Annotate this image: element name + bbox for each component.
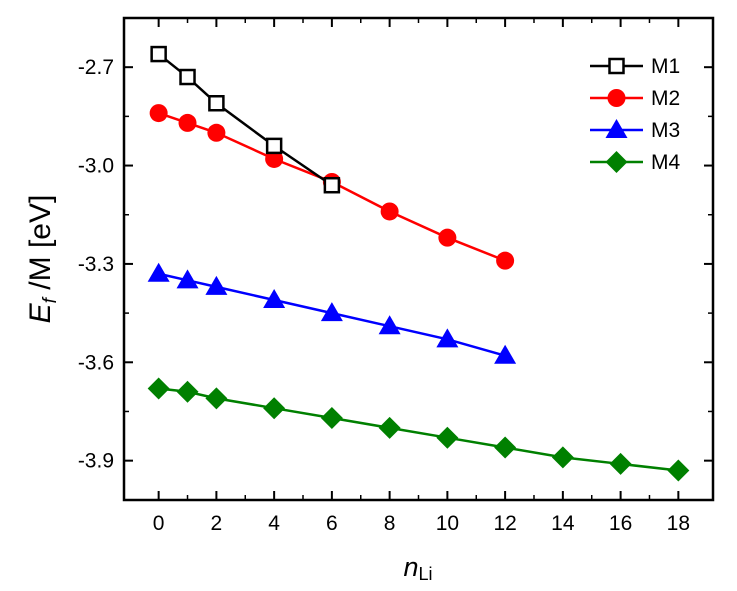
x-tick-label: 0 [153, 512, 165, 535]
data-point-m3 [205, 275, 228, 295]
legend-marker [608, 57, 625, 75]
legend-marker [605, 119, 628, 138]
x-tick-label: 4 [268, 512, 280, 535]
data-point-m4 [609, 452, 632, 475]
x-tick-label: 8 [384, 512, 396, 535]
plot-frame [122, 16, 715, 502]
data-point-m2 [380, 202, 399, 221]
x-tick-label: 16 [609, 512, 632, 535]
data-point-m2 [149, 104, 168, 123]
x-axis-title: nLi [403, 552, 432, 584]
data-point-m4 [378, 416, 401, 439]
data-point-m4 [667, 459, 690, 482]
x-tick-label: 18 [667, 512, 690, 535]
y-tick-label: -3.9 [78, 450, 114, 473]
data-point-m4 [551, 446, 574, 469]
data-point-m3 [176, 269, 199, 289]
series-layer [147, 45, 690, 482]
data-point-m1 [179, 68, 196, 86]
legend-marker [607, 89, 626, 107]
data-point-m3 [436, 328, 459, 348]
data-point-m4 [494, 436, 517, 459]
x-tick-label: 6 [326, 512, 338, 535]
data-point-m1 [265, 137, 283, 155]
data-point-m1 [150, 45, 167, 63]
y-axis-title-e: E [24, 302, 57, 323]
y-tick-labels: -2.7 -3.0 -3.3 -3.6 -3.9 [78, 56, 114, 472]
data-point-m4 [205, 387, 228, 410]
axis-ticks [124, 18, 713, 500]
data-point-m1 [208, 95, 225, 112]
legend-label: M3 [651, 119, 680, 142]
legend-label: M2 [651, 87, 680, 110]
data-point-m3 [494, 344, 517, 364]
data-point-m4 [320, 407, 343, 430]
data-point-m3 [147, 262, 170, 282]
data-point-m3 [263, 288, 286, 308]
x-tick-label: 12 [493, 512, 516, 535]
data-point-m4 [263, 397, 286, 420]
y-tick-label: -3.0 [78, 155, 114, 178]
data-point-m2 [265, 149, 284, 168]
legend: M1 M2 M3 M4 [590, 55, 680, 174]
x-tick-label: 14 [551, 512, 575, 535]
x-axis-title-sub: Li [419, 564, 433, 584]
series-m1 [150, 45, 341, 194]
legend-marker [605, 151, 628, 173]
y-tick-label: -2.7 [78, 56, 114, 79]
series-m3 [147, 262, 517, 364]
y-axis-title-sub: f [40, 296, 61, 303]
y-tick-label: -3.6 [78, 351, 114, 374]
x-tick-label: 2 [211, 512, 223, 535]
series-m4 [147, 377, 690, 482]
x-tick-labels: 0 2 4 6 8 10 12 14 16 18 [153, 512, 690, 535]
legend-label: M4 [651, 151, 680, 174]
legend-label: M1 [651, 55, 680, 78]
data-point-m3 [320, 302, 343, 322]
data-point-m4 [176, 380, 199, 403]
y-axis-title-rest: /M [eV] [24, 195, 57, 298]
x-tick-label: 10 [436, 512, 459, 535]
data-point-m2 [438, 228, 457, 247]
data-point-m1 [323, 176, 341, 194]
data-point-m2 [207, 123, 226, 142]
data-point-m2 [178, 113, 197, 132]
x-axis-title-main: n [403, 552, 418, 582]
y-tick-label: -3.3 [78, 253, 114, 276]
data-point-m4 [436, 426, 459, 449]
data-point-m2 [496, 251, 515, 270]
data-point-m3 [378, 315, 401, 335]
y-axis-title: Ef /M [eV] [24, 195, 61, 324]
series-line-m4 [158, 387, 679, 472]
data-point-m4 [147, 377, 170, 400]
